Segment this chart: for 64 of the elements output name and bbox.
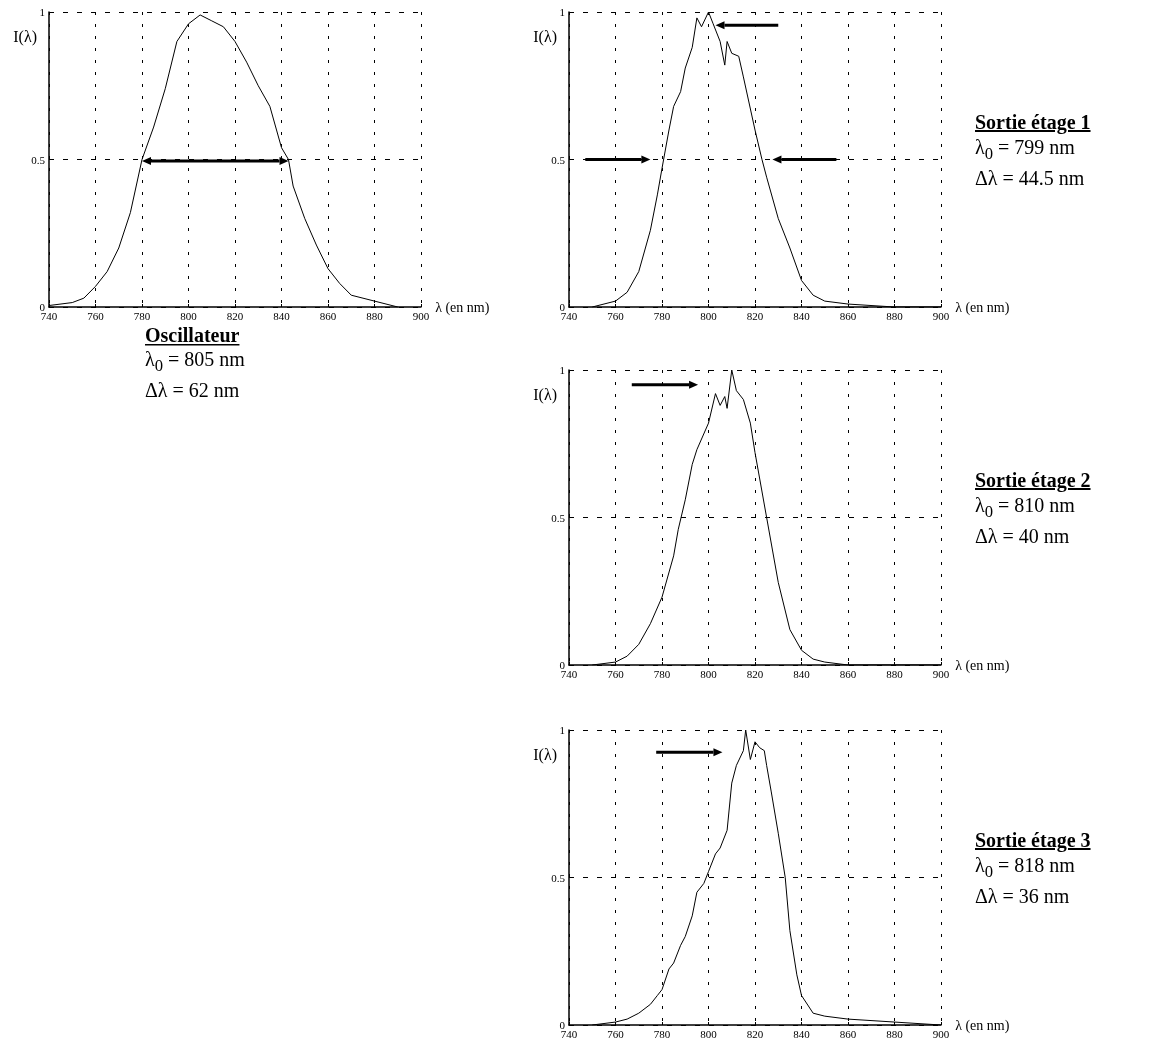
text: Oscillateur xyxy=(145,323,240,346)
x-tick-label: 820 xyxy=(746,309,764,322)
text: λ$_{0}$ = 805 nm xyxy=(145,347,245,377)
y-tick-label: 0.5 xyxy=(551,871,566,884)
y-tick-label: 1 xyxy=(559,6,565,18)
x-tick-label: 800 xyxy=(700,667,718,680)
y-axis-title: I(λ) xyxy=(533,385,557,404)
text: Sortie étage 3 xyxy=(975,828,1091,853)
text: λ$_{0}$ = 810 nm xyxy=(975,493,1076,523)
x-tick-label: 760 xyxy=(607,309,625,322)
x-tick-label: 800 xyxy=(180,309,198,322)
x-axis-title: λ (en nm) xyxy=(435,299,490,316)
y-tick-label: 0.5 xyxy=(551,511,566,524)
x-tick-label: 880 xyxy=(886,309,904,322)
x-axis-title: λ (en nm) xyxy=(955,1017,1010,1034)
x-tick-label: 840 xyxy=(793,1027,811,1040)
x-tick-label: 840 xyxy=(273,309,291,322)
y-tick-label: 0 xyxy=(559,301,566,313)
x-tick-label: 860 xyxy=(839,309,857,322)
text: Sortie étage 1 xyxy=(975,110,1091,135)
x-axis-title: λ (en nm) xyxy=(955,657,1010,674)
x-tick-label: 840 xyxy=(793,309,811,322)
y-tick-label: 0.5 xyxy=(31,153,46,166)
x-tick-label: 860 xyxy=(319,309,337,322)
x-tick-label: 880 xyxy=(886,1027,904,1040)
x-tick-label: 760 xyxy=(607,667,625,680)
y-tick-label: 0 xyxy=(559,659,566,671)
y-axis-title: I(λ) xyxy=(13,27,37,46)
x-tick-label: 880 xyxy=(366,309,384,322)
x-tick-label: 880 xyxy=(886,667,904,680)
y-axis-title: I(λ) xyxy=(533,27,557,46)
y-tick-label: 0 xyxy=(559,1019,566,1031)
x-tick-label: 860 xyxy=(839,667,857,680)
x-tick-label: 900 xyxy=(932,1027,950,1040)
x-tick-label: 800 xyxy=(700,309,718,322)
y-tick-label: 1 xyxy=(559,724,565,736)
x-tick-label: 840 xyxy=(793,667,811,680)
x-tick-label: 780 xyxy=(653,667,671,680)
x-tick-label: 900 xyxy=(932,309,950,322)
y-tick-label: 0.5 xyxy=(551,153,566,166)
x-tick-label: 900 xyxy=(412,309,430,322)
x-tick-label: 820 xyxy=(226,309,244,322)
x-tick-label: 760 xyxy=(87,309,105,322)
y-tick-label: 0 xyxy=(39,301,46,313)
y-axis-title: I(λ) xyxy=(533,745,557,764)
x-tick-label: 820 xyxy=(746,1027,764,1040)
text: Δλ = 62 nm xyxy=(145,378,241,403)
x-tick-label: 760 xyxy=(607,1027,625,1040)
x-tick-label: 900 xyxy=(932,667,950,680)
y-tick-label: 1 xyxy=(559,364,565,376)
y-tick-label: 1 xyxy=(39,6,45,18)
x-tick-label: 780 xyxy=(653,1027,671,1040)
x-tick-label: 780 xyxy=(133,309,151,322)
x-tick-label: 820 xyxy=(746,667,764,680)
x-tick-label: 800 xyxy=(700,1027,718,1040)
text: λ$_{0}$ = 818 nm xyxy=(975,853,1076,883)
x-axis-title: λ (en nm) xyxy=(955,299,1010,316)
text: λ$_{0}$ = 799 nm xyxy=(975,135,1076,165)
text: Sortie étage 2 xyxy=(975,468,1091,493)
text: Δλ = 40 nm xyxy=(975,524,1071,549)
text: Δλ = 44.5 nm xyxy=(975,166,1086,191)
x-tick-label: 780 xyxy=(653,309,671,322)
x-tick-label: 860 xyxy=(839,1027,857,1040)
text: Δλ = 36 nm xyxy=(975,884,1071,909)
